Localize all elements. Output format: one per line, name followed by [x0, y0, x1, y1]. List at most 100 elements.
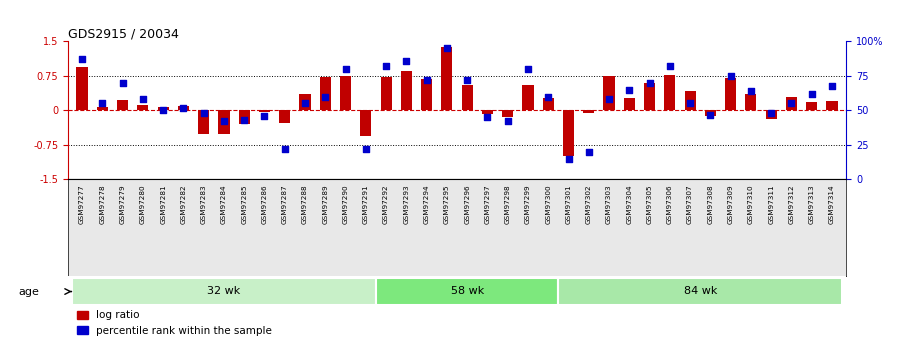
- Bar: [259, 110, 270, 112]
- Text: GSM97294: GSM97294: [424, 184, 430, 224]
- Point: [338, 66, 353, 72]
- Bar: [705, 110, 716, 116]
- Text: GSM97298: GSM97298: [505, 184, 510, 224]
- Bar: [177, 106, 189, 110]
- Bar: [198, 110, 209, 134]
- Text: GSM97303: GSM97303: [606, 184, 612, 224]
- FancyBboxPatch shape: [71, 277, 376, 306]
- Point: [520, 66, 535, 72]
- Point: [582, 149, 596, 155]
- Bar: [522, 85, 534, 110]
- Bar: [766, 110, 776, 119]
- Bar: [583, 110, 595, 113]
- Bar: [502, 110, 513, 117]
- Point: [75, 57, 90, 62]
- Text: GSM97288: GSM97288: [302, 184, 308, 224]
- Point: [824, 83, 839, 88]
- Bar: [77, 67, 88, 110]
- Bar: [117, 100, 129, 110]
- Text: GSM97299: GSM97299: [525, 184, 531, 224]
- Text: GSM97300: GSM97300: [545, 184, 551, 224]
- Text: GSM97279: GSM97279: [119, 184, 126, 224]
- Text: GSM97302: GSM97302: [586, 184, 592, 224]
- Text: GSM97312: GSM97312: [788, 184, 795, 224]
- Point: [399, 58, 414, 63]
- Bar: [319, 77, 331, 110]
- Bar: [826, 101, 837, 110]
- Text: 58 wk: 58 wk: [451, 286, 484, 296]
- Text: GSM97305: GSM97305: [646, 184, 653, 224]
- Text: GSM97283: GSM97283: [201, 184, 206, 224]
- Point: [744, 88, 758, 94]
- Bar: [481, 110, 493, 114]
- Point: [278, 146, 292, 152]
- Bar: [442, 47, 452, 110]
- Bar: [340, 76, 351, 110]
- Text: GSM97295: GSM97295: [443, 184, 450, 224]
- Bar: [725, 78, 737, 110]
- Bar: [380, 77, 392, 110]
- Point: [176, 105, 191, 110]
- FancyBboxPatch shape: [558, 277, 843, 306]
- Bar: [806, 102, 817, 110]
- Point: [358, 146, 373, 152]
- Text: GSM97293: GSM97293: [404, 184, 409, 224]
- Text: GDS2915 / 20034: GDS2915 / 20034: [68, 27, 179, 40]
- Bar: [421, 79, 433, 110]
- Bar: [401, 71, 412, 110]
- Bar: [746, 94, 757, 110]
- Text: GSM97296: GSM97296: [464, 184, 471, 224]
- Text: GSM97284: GSM97284: [221, 184, 227, 224]
- Point: [723, 73, 738, 79]
- Bar: [563, 110, 574, 156]
- Bar: [684, 91, 696, 110]
- Text: GSM97287: GSM97287: [281, 184, 288, 224]
- Text: GSM97289: GSM97289: [322, 184, 329, 224]
- Point: [561, 156, 576, 161]
- Text: GSM97306: GSM97306: [667, 184, 672, 224]
- Bar: [239, 110, 250, 124]
- Text: GSM97309: GSM97309: [728, 184, 734, 224]
- Point: [216, 119, 231, 124]
- Point: [460, 77, 474, 83]
- Point: [764, 110, 778, 116]
- Text: GSM97286: GSM97286: [262, 184, 268, 224]
- Point: [541, 94, 556, 99]
- Point: [156, 108, 170, 113]
- Point: [257, 113, 272, 119]
- Text: GSM97277: GSM97277: [79, 184, 85, 224]
- Bar: [664, 75, 675, 110]
- Text: GSM97314: GSM97314: [829, 184, 835, 224]
- Text: GSM97304: GSM97304: [626, 184, 633, 224]
- Text: GSM97282: GSM97282: [180, 184, 186, 224]
- Text: GSM97310: GSM97310: [748, 184, 754, 224]
- Text: GSM97307: GSM97307: [687, 184, 693, 224]
- Point: [298, 101, 312, 106]
- Bar: [543, 98, 554, 110]
- Point: [440, 46, 454, 51]
- Text: GSM97297: GSM97297: [484, 184, 491, 224]
- Text: GSM97308: GSM97308: [708, 184, 713, 224]
- Text: GSM97278: GSM97278: [100, 184, 105, 224]
- Point: [481, 115, 495, 120]
- Text: GSM97313: GSM97313: [809, 184, 814, 224]
- Text: GSM97281: GSM97281: [160, 184, 167, 224]
- Bar: [604, 76, 614, 110]
- Text: 84 wk: 84 wk: [683, 286, 717, 296]
- Point: [662, 63, 677, 69]
- Text: GSM97292: GSM97292: [383, 184, 389, 224]
- Text: age: age: [18, 287, 39, 296]
- Point: [785, 101, 799, 106]
- FancyBboxPatch shape: [376, 277, 558, 306]
- Bar: [462, 85, 472, 110]
- Bar: [300, 94, 310, 110]
- Point: [602, 97, 616, 102]
- Point: [237, 117, 252, 123]
- Point: [622, 87, 636, 92]
- Point: [196, 110, 211, 116]
- Point: [379, 63, 394, 69]
- Bar: [97, 107, 108, 110]
- Text: GSM97290: GSM97290: [343, 184, 348, 224]
- Point: [703, 112, 718, 117]
- Point: [419, 77, 433, 83]
